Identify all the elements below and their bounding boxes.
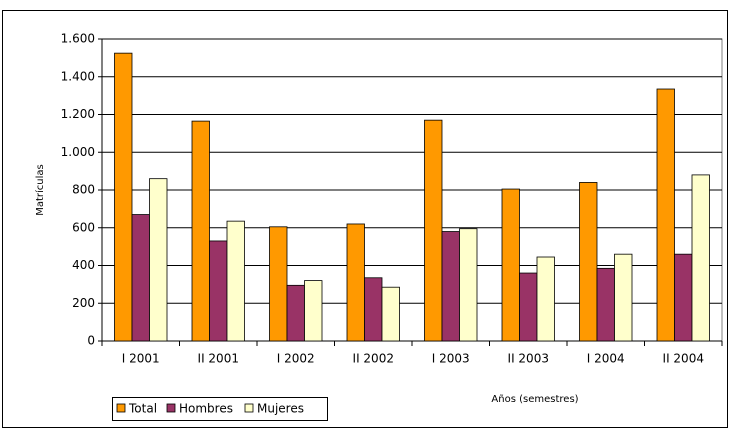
y-tick-label: 1.400 — [61, 69, 95, 83]
bar — [674, 253, 693, 342]
legend-swatch — [166, 403, 176, 413]
y-tick-label: 1.200 — [61, 107, 95, 121]
x-axis-label: Años (semestres) — [491, 394, 578, 405]
bar — [519, 272, 538, 342]
bar — [286, 284, 305, 342]
legend-box — [112, 397, 328, 421]
legend-label: Mujeres — [257, 402, 304, 416]
bar — [149, 178, 168, 342]
y-tick-label: 400 — [72, 258, 95, 272]
x-tick-label: I 2002 — [277, 352, 315, 366]
y-tick-label: 200 — [72, 296, 95, 310]
bar — [226, 220, 245, 342]
bar — [131, 214, 150, 342]
bar — [114, 52, 133, 342]
bar — [579, 182, 598, 342]
x-tick-label: II 2003 — [508, 352, 549, 366]
y-axis-label: Matrículas — [34, 164, 46, 216]
bar — [501, 188, 520, 342]
bar — [424, 119, 443, 342]
bar — [304, 280, 323, 342]
bar — [209, 240, 228, 342]
bar — [346, 223, 365, 342]
bar — [191, 120, 210, 342]
bar — [691, 174, 710, 342]
y-tick-label: 0 — [87, 334, 95, 348]
bar — [459, 228, 478, 342]
bar — [441, 231, 460, 342]
y-tick-label: 1.000 — [61, 145, 95, 159]
x-tick-label: I 2003 — [432, 352, 470, 366]
bar — [614, 253, 633, 342]
legend-label: Total — [128, 402, 157, 416]
bar — [596, 267, 615, 342]
bar — [536, 256, 555, 342]
bar — [364, 277, 383, 342]
legend-label: Hombres — [179, 402, 233, 416]
x-tick-label: II 2004 — [663, 352, 704, 366]
bar — [269, 226, 288, 342]
legend-swatch — [116, 403, 126, 413]
legend-swatch — [244, 403, 254, 413]
x-tick-label: II 2002 — [353, 352, 394, 366]
bar — [381, 286, 400, 342]
y-tick-label: 800 — [72, 183, 95, 197]
bar — [656, 88, 675, 342]
x-tick-label: I 2004 — [587, 352, 625, 366]
x-tick-label: I 2001 — [122, 352, 160, 366]
y-tick-label: 1.600 — [61, 32, 95, 46]
x-tick-label: II 2001 — [198, 352, 239, 366]
y-tick-label: 600 — [72, 220, 95, 234]
